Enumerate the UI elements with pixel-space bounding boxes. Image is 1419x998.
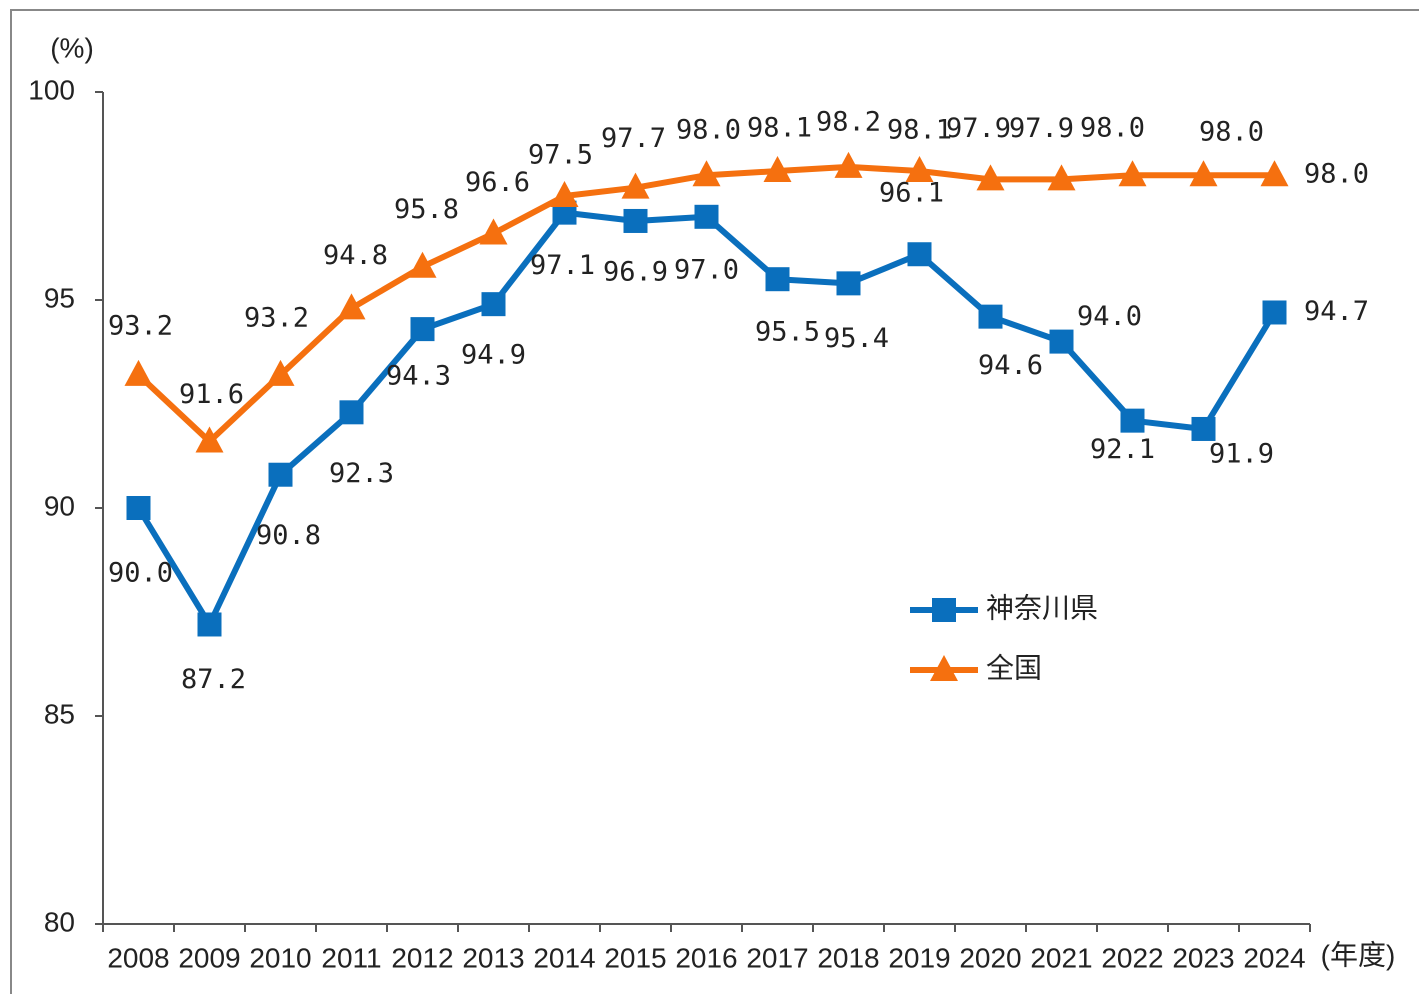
marker — [976, 164, 1005, 191]
x-tick-label: 2012 — [391, 942, 453, 973]
frame — [10, 9, 1419, 998]
x-tick-label: 2022 — [1101, 942, 1163, 973]
x-axis-label: (年度) — [1321, 939, 1396, 970]
x-tick-label: 2009 — [178, 942, 240, 973]
data-label: 98.0 — [1080, 113, 1145, 144]
data-label: 98.2 — [816, 106, 881, 137]
marker — [195, 426, 224, 453]
marker — [1262, 300, 1287, 325]
legend-label: 神奈川県 — [986, 592, 1098, 623]
y-tick-label: 100 — [28, 74, 75, 105]
x-tick-label: 2015 — [604, 942, 666, 973]
data-label: 94.9 — [461, 340, 526, 371]
y-tick-label: 85 — [44, 698, 75, 729]
data-label: 98.1 — [887, 115, 952, 146]
y-tick-label: 95 — [44, 282, 75, 313]
y-tick-label: 90 — [44, 490, 75, 521]
data-label: 91.6 — [179, 379, 244, 410]
x-tick-label: 2016 — [675, 942, 737, 973]
data-label: 97.5 — [528, 140, 593, 171]
x-tick-label: 2024 — [1243, 942, 1305, 973]
x-tick-label: 2010 — [249, 942, 311, 973]
data-label: 93.2 — [244, 302, 309, 333]
marker — [337, 293, 366, 320]
data-label: 97.0 — [674, 254, 739, 285]
marker — [268, 462, 293, 487]
marker — [124, 359, 153, 386]
marker — [692, 160, 721, 187]
data-label: 90.8 — [256, 520, 321, 551]
data-label: 93.2 — [108, 310, 173, 341]
marker — [834, 151, 863, 178]
marker — [1047, 164, 1076, 191]
marker — [481, 292, 506, 317]
marker — [1260, 160, 1289, 187]
x-tick-label: 2008 — [107, 942, 169, 973]
marker — [550, 181, 579, 207]
marker — [408, 251, 437, 278]
data-label: 98.0 — [1304, 159, 1369, 190]
marker — [197, 612, 222, 637]
x-tick-label: 2023 — [1172, 942, 1234, 973]
marker — [763, 156, 792, 183]
y-tick-label: 80 — [44, 906, 75, 937]
marker — [765, 267, 790, 292]
data-label: 97.7 — [601, 123, 666, 154]
marker — [1120, 408, 1145, 433]
data-label: 91.9 — [1209, 438, 1274, 469]
x-tick-label: 2013 — [462, 942, 524, 973]
data-label: 90.0 — [108, 558, 173, 589]
marker — [978, 304, 1003, 329]
marker — [339, 400, 364, 425]
x-tick-label: 2011 — [321, 942, 381, 973]
data-label: 96.6 — [465, 167, 530, 198]
data-label: 97.9 — [946, 113, 1011, 144]
data-label: 96.9 — [603, 256, 668, 287]
data-label: 95.4 — [824, 323, 889, 354]
data-label: 96.1 — [879, 178, 944, 209]
data-label: 95.5 — [755, 317, 820, 348]
marker — [1191, 416, 1216, 441]
marker — [1118, 160, 1147, 187]
data-label: 87.2 — [181, 664, 246, 695]
data-label: 94.8 — [323, 240, 388, 271]
marker — [410, 317, 435, 342]
marker — [266, 359, 295, 386]
x-tick-label: 2014 — [533, 942, 595, 973]
marker — [694, 204, 719, 229]
data-label: 98.0 — [676, 115, 741, 146]
x-tick-label: 2021 — [1030, 942, 1092, 973]
x-tick-label: 2020 — [959, 942, 1021, 973]
marker — [621, 172, 650, 199]
data-label: 94.3 — [386, 361, 451, 392]
data-label: 97.9 — [1009, 113, 1074, 144]
marker — [836, 271, 861, 296]
marker — [1189, 160, 1218, 187]
data-label: 98.0 — [1199, 117, 1264, 148]
data-label: 92.3 — [329, 458, 394, 489]
data-label: 95.8 — [394, 194, 459, 225]
data-label: 94.6 — [978, 350, 1043, 381]
marker — [905, 156, 934, 183]
legend-marker — [932, 598, 956, 622]
marker — [126, 496, 151, 520]
x-tick-label: 2017 — [746, 942, 808, 973]
data-label: 97.1 — [530, 250, 595, 281]
data-label: 92.1 — [1090, 434, 1155, 465]
legend-marker — [930, 655, 958, 681]
marker — [623, 208, 648, 233]
legend-label: 全国 — [986, 652, 1042, 683]
marker — [479, 218, 508, 245]
x-tick-label: 2019 — [888, 942, 950, 973]
marker — [907, 242, 932, 267]
marker — [1049, 329, 1074, 354]
x-tick-label: 2018 — [817, 942, 879, 973]
data-label: 94.7 — [1304, 296, 1369, 327]
data-label: 94.0 — [1077, 301, 1142, 332]
data-label: 98.1 — [747, 113, 812, 144]
y-axis-label: (%) — [50, 32, 94, 63]
